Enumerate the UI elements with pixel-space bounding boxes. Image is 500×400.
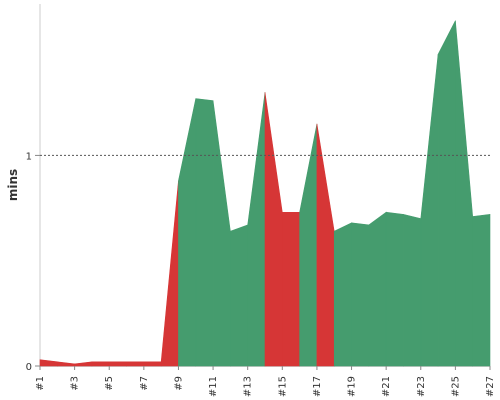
y-tick-label: 1 [26, 151, 32, 162]
area-segment-#24 [437, 20, 456, 367]
y-ticks: 01 [26, 151, 40, 373]
x-tick-label: #7 [139, 376, 150, 391]
x-tick-label: #13 [243, 376, 254, 397]
area-segment-#7 [143, 361, 162, 367]
area-segment-#14 [264, 92, 283, 367]
x-tick-label: #9 [173, 376, 184, 391]
area-segment-#6 [126, 361, 145, 367]
area-segment-#25 [455, 20, 473, 367]
area-segment-#16 [299, 123, 318, 367]
x-tick-label: #15 [277, 376, 288, 397]
area-segment-#21 [385, 211, 404, 367]
y-tick-label: 0 [26, 362, 32, 373]
area-segment-#9 [178, 98, 197, 367]
area-segment-#18 [333, 222, 352, 367]
x-ticks: #1 #3 #5 #7 #9 #11 #13 #15 #17 #19 #21 #23 #25 #27 [35, 366, 496, 397]
area-segment-#12 [230, 224, 248, 367]
area-segment-#17 [316, 123, 335, 367]
x-tick-label: #1 [35, 376, 46, 391]
area-segment-#2 [57, 361, 75, 367]
x-tick-label: #21 [381, 376, 392, 397]
area-segment-#4 [91, 361, 110, 367]
y-axis-label: mins [6, 169, 20, 201]
x-tick-label: #11 [208, 376, 219, 397]
area-segment-#10 [195, 98, 214, 367]
area-segment-#19 [351, 222, 370, 367]
area-segments [39, 20, 491, 367]
x-tick-label: #27 [485, 376, 496, 397]
area-segment-#11 [212, 100, 231, 367]
area-segment-#26 [472, 214, 491, 367]
area-segment-#13 [247, 92, 266, 367]
x-tick-label: #19 [347, 376, 358, 397]
x-tick-label: #23 [416, 376, 427, 397]
area-segment-#15 [282, 211, 300, 367]
area-segment-#8 [160, 180, 179, 367]
x-tick-label: #5 [104, 376, 115, 391]
area-segment-#1 [39, 359, 58, 367]
area-segment-#3 [74, 361, 93, 367]
area-segment-#5 [108, 361, 127, 367]
x-tick-label: #17 [312, 376, 323, 397]
x-tick-label: #25 [450, 376, 461, 397]
x-tick-label: #3 [70, 376, 81, 391]
area-segment-#23 [420, 54, 439, 367]
area-segment-#22 [403, 213, 422, 367]
area-segment-#20 [368, 211, 387, 367]
